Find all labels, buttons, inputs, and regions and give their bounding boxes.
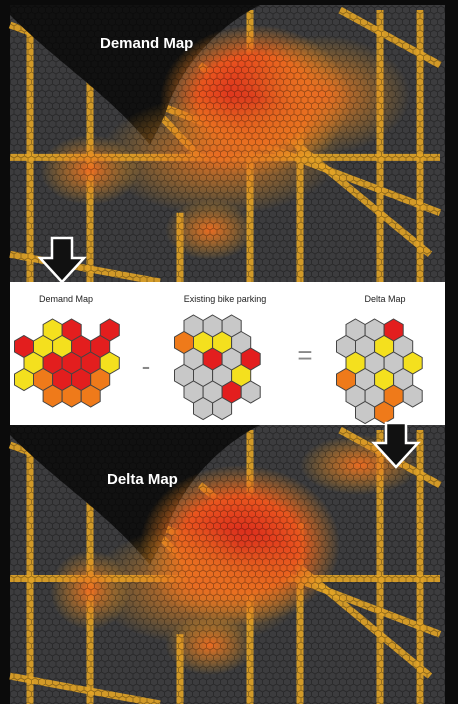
operator: - [142,351,151,381]
delta-map [8,425,445,704]
hex-cell [212,396,233,421]
hex-cell [355,400,376,425]
hex-clusters [14,314,423,425]
hex-cell [61,384,82,408]
hex-cell [42,384,63,408]
legend-label: Demand Map [39,294,93,304]
hex-cell [402,384,423,408]
hex-cell [374,400,395,425]
down-arrow [37,236,87,284]
legend-label: Delta Map [364,294,405,304]
operator: = [297,340,312,370]
hex-texture [10,5,445,282]
hex-cell [193,396,214,421]
down-arrow [371,421,421,469]
demand-map [8,5,445,286]
hex-texture [10,425,445,704]
map-label: Delta Map [107,471,178,488]
map-label: Demand Map [100,35,193,52]
hex-cell [14,367,34,392]
legend-label: Existing bike parking [184,294,267,304]
hex-cell [80,384,101,408]
hex-cell [240,380,261,404]
